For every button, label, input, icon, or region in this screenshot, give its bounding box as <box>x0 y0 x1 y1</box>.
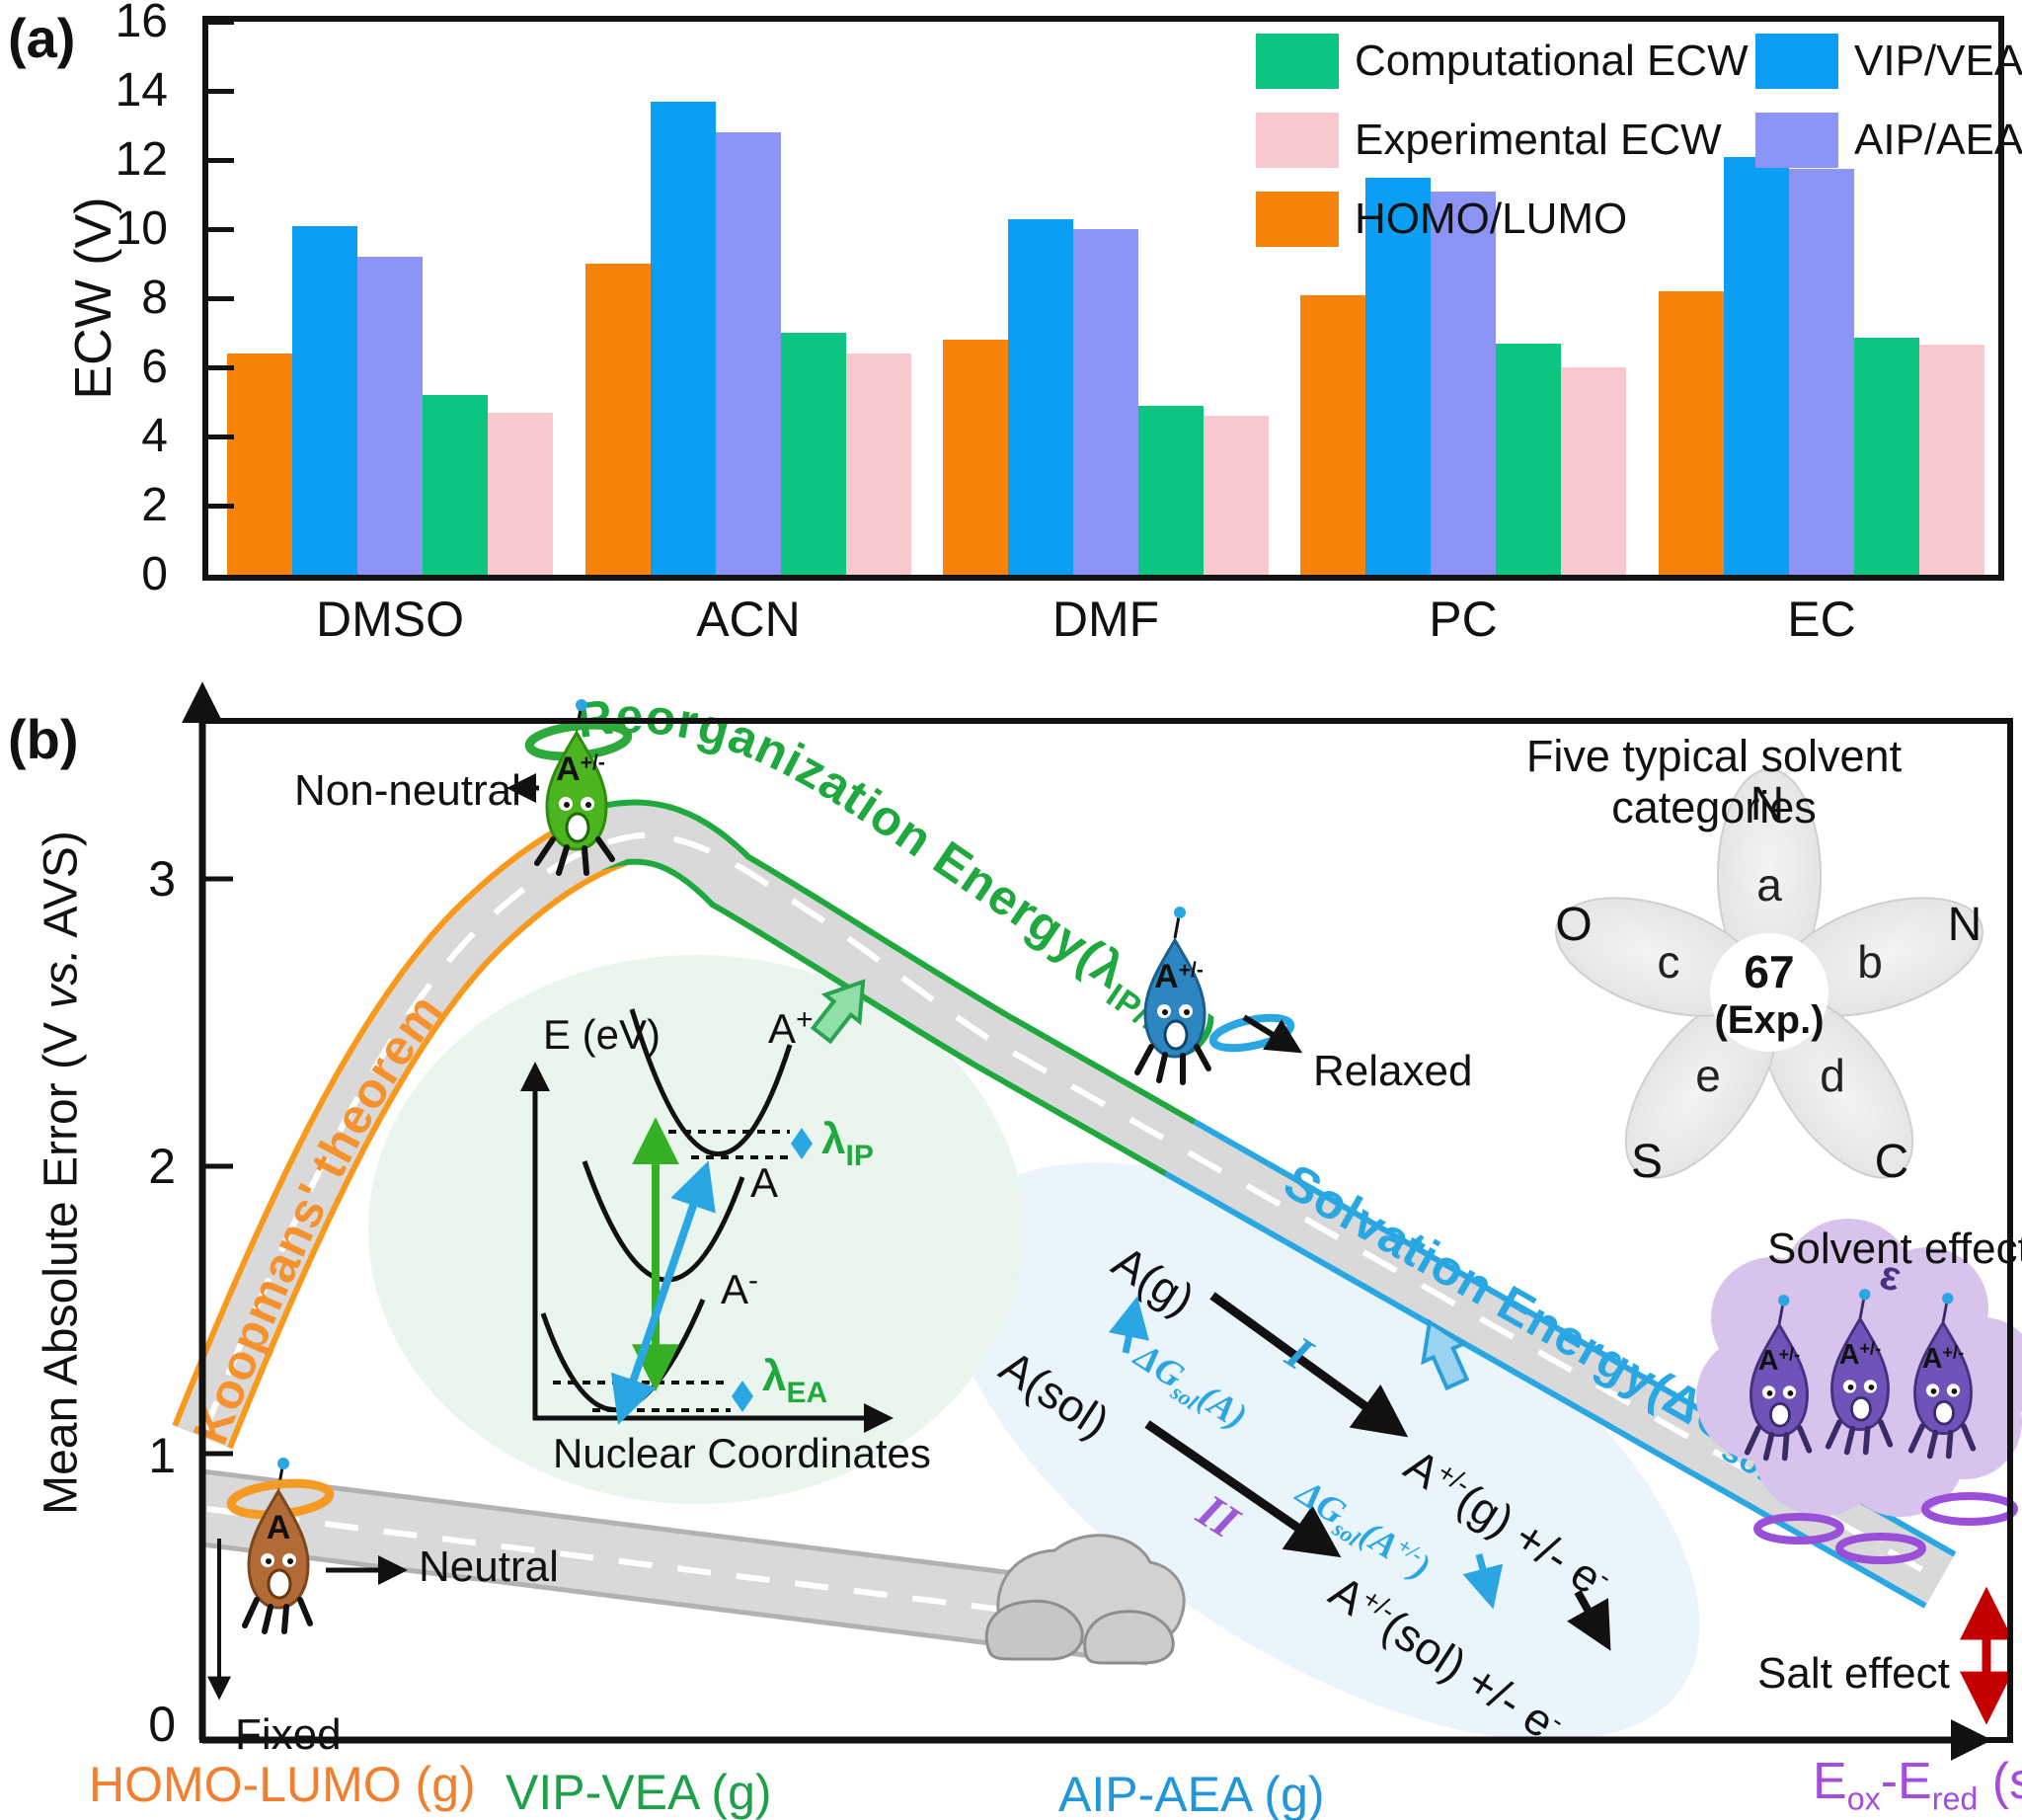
lambda-ip-label: λIP <box>821 1115 874 1172</box>
solvated-ion-character-3: A+/- <box>1907 1293 1977 1460</box>
panel-b-ytick-3: 3 <box>148 851 176 907</box>
petal-a-letter: a <box>1756 859 1782 910</box>
dgsol-down-arrow <box>1462 1553 1504 1610</box>
inset-energy-diagram: E (eV) A+ A A- λIP λEA Nuclear Coordinat… <box>520 1003 931 1476</box>
petal-a-outer: N <box>1750 778 1785 831</box>
panel-b-y-axis-title: Mean Absolute Error (V vs. AVS) <box>35 831 88 1515</box>
svg-text:A+/-: A+/- <box>1154 958 1204 995</box>
curve-label-a-plus: A+ <box>768 1003 814 1052</box>
curve-label-a-minus: A- <box>721 1264 758 1312</box>
petal-e-letter: e <box>1695 1050 1721 1101</box>
panel-b-ytick-1: 1 <box>148 1428 176 1483</box>
fixed-label: Fixed <box>235 1710 342 1759</box>
lambda-ip-diamond-icon <box>791 1128 813 1159</box>
panel-a-plot-frame <box>202 16 2004 581</box>
svg-text:A+/-: A+/- <box>1758 1345 1800 1378</box>
panel-b-ytick-2: 2 <box>148 1139 176 1194</box>
x-label-eox-ered: Eox-Ered (s) <box>1813 1753 2022 1817</box>
dgsol-up-arrow <box>1108 1296 1149 1354</box>
solvated-ion-character-2: A+/- <box>1825 1289 1894 1456</box>
x-label-aip-aea: AIP-AEA (g) <box>1058 1767 1325 1820</box>
panel-b-label: (b) <box>8 708 79 770</box>
parabola-a-plus <box>629 1008 793 1157</box>
straight-road-center-dashes <box>206 1506 1144 1630</box>
solvent-flower: a b d e c N N C S O 67 (Exp.) <box>1555 768 1983 1188</box>
curve-label-a: A <box>750 1159 778 1206</box>
scheme-arrow-step2 <box>1144 1420 1342 1558</box>
curved-road-center-dashes <box>199 831 1942 1583</box>
non-neutral-ion-character: A+/- <box>524 699 633 876</box>
neutral-molecule-character: A <box>226 1458 335 1634</box>
blue-double-arrow <box>610 1160 716 1425</box>
non-neutral-label: Non-neutral <box>294 766 521 815</box>
inset-x-axis-title: Nuclear Coordinates <box>553 1430 931 1476</box>
petal-c-outer: O <box>1555 899 1592 951</box>
petal-d-outer: C <box>1875 1136 1909 1188</box>
petal-b-outer: N <box>1948 899 1983 951</box>
solvent-effect-label: Solvent effect <box>1767 1225 2022 1273</box>
panel-a-label: (a) <box>8 7 76 69</box>
green-block-arrow-icon <box>810 979 866 1045</box>
relaxed-arrow <box>1242 1014 1303 1054</box>
flower-center-exp: (Exp.) <box>1714 998 1824 1042</box>
svg-text:A+/-: A+/- <box>1922 1343 1964 1376</box>
flower-title: Five typical solvent categories <box>1525 731 1903 832</box>
lambda-ea-diamond-icon <box>732 1381 753 1412</box>
lambda-ea-label: λEA <box>762 1352 827 1409</box>
neutral-label: Neutral <box>419 1543 559 1591</box>
inset-y-axis-title: E (eV) <box>543 1011 661 1058</box>
solvated-ion-character-1: A+/- <box>1744 1295 1813 1462</box>
petal-b-letter: b <box>1857 936 1883 988</box>
petal-c-letter: c <box>1658 936 1680 988</box>
petal-d-letter: d <box>1820 1050 1845 1101</box>
svg-text:A: A <box>267 1509 291 1546</box>
x-label-homo-lumo: HOMO-LUMO (g) <box>89 1757 476 1812</box>
svg-text:A+/-: A+/- <box>1839 1339 1881 1372</box>
svg-text:A+/-: A+/- <box>556 751 605 788</box>
fallen-halo-rings <box>1753 1492 2018 1564</box>
flower-center <box>1710 933 1828 1052</box>
blue-block-arrow-icon <box>1421 1318 1470 1391</box>
panel-b-ytick-0: 0 <box>148 1697 176 1752</box>
petal-e-outer: S <box>1631 1136 1663 1188</box>
relaxed-ion-character: A+/- <box>1134 907 1295 1085</box>
relaxed-label: Relaxed <box>1313 1047 1473 1095</box>
roadblock-rocks-icon <box>984 1534 1186 1665</box>
scheme-arrow-down <box>1567 1590 1611 1651</box>
x-label-vip-vea: VIP-VEA (g) <box>506 1765 772 1820</box>
scheme-arrow-step1 <box>1209 1292 1409 1438</box>
flower-center-count: 67 <box>1744 946 1794 997</box>
salt-effect-label: Salt effect <box>1757 1649 1950 1698</box>
